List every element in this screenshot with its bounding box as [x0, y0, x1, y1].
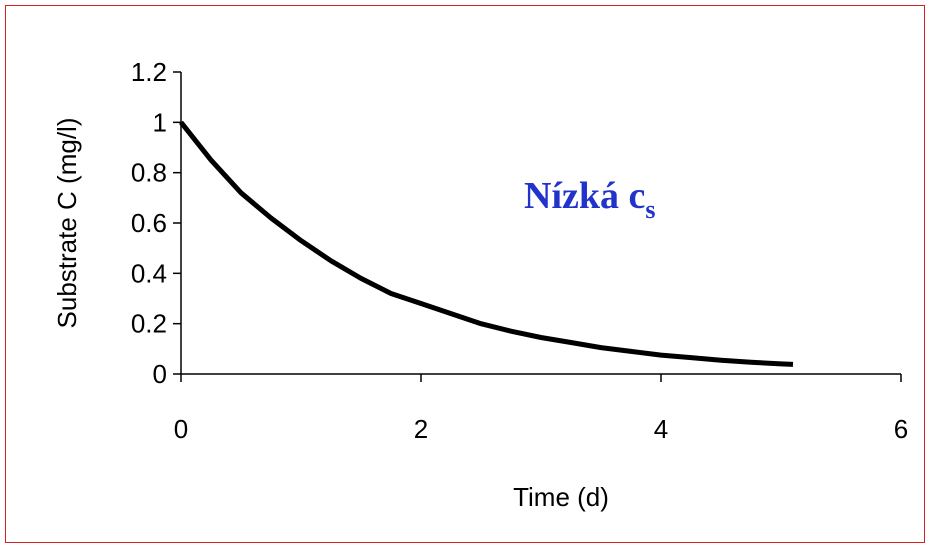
x-tick-label: 4	[654, 414, 668, 444]
x-ticks: 0 2 4 6	[174, 374, 908, 444]
y-tick-label: 1	[153, 107, 167, 137]
axes	[180, 72, 901, 375]
y-tick-label: 1.2	[131, 57, 167, 87]
y-tick-label: 0.8	[131, 158, 167, 188]
annotation-subscript: s	[645, 195, 655, 224]
x-tick-label: 6	[894, 414, 908, 444]
x-axis-label: Time (d)	[513, 482, 609, 512]
y-axis-label: Substrate C (mg/l)	[52, 118, 82, 329]
y-tick-label: 0.2	[131, 309, 167, 339]
y-tick-label: 0.4	[131, 258, 167, 288]
series-layer	[179, 120, 794, 367]
y-tick-label: 0	[153, 359, 167, 389]
chart-frame: 0 0.2 0.4 0.6 0.8 1 1.2 0 2 4 6 Substrate C (mg/l…	[5, 5, 925, 543]
series-line	[179, 120, 794, 367]
annotation-label: Nízká cs	[524, 175, 656, 224]
x-tick-label: 0	[174, 414, 188, 444]
y-ticks: 0 0.2 0.4 0.6 0.8 1 1.2	[131, 57, 181, 389]
y-tick-label: 0.6	[131, 208, 167, 238]
line-chart: 0 0.2 0.4 0.6 0.8 1 1.2 0 2 4 6 Substrate C (mg/l…	[52, 57, 908, 512]
annotation-main-text: Nízká c	[524, 175, 645, 217]
x-tick-label: 2	[414, 414, 428, 444]
